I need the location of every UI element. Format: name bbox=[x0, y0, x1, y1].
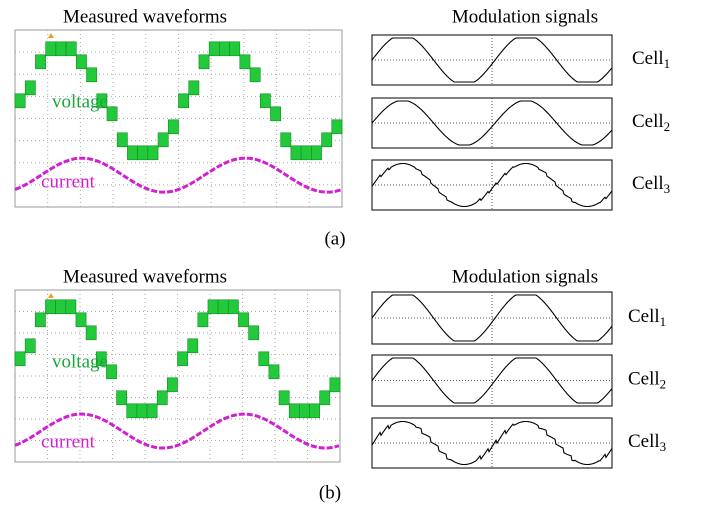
voltage-step bbox=[332, 120, 342, 134]
voltage-step bbox=[35, 55, 45, 69]
signals-title: Modulation signals bbox=[452, 6, 598, 27]
voltage-step bbox=[76, 313, 86, 327]
cell-name: Cell bbox=[632, 173, 664, 194]
voltage-step bbox=[199, 55, 209, 69]
cell-label: Cell1 bbox=[632, 48, 670, 71]
cell-label: Cell3 bbox=[632, 173, 670, 196]
cell-name: Cell bbox=[628, 306, 660, 327]
voltage-step bbox=[240, 55, 250, 69]
voltage-step bbox=[76, 55, 86, 69]
voltage-step bbox=[127, 404, 137, 418]
voltage-step bbox=[178, 352, 188, 366]
scope-title: Measured waveforms bbox=[63, 6, 227, 27]
cell-label: Cell2 bbox=[628, 369, 666, 392]
voltage-step bbox=[15, 352, 25, 366]
voltage-label: voltage bbox=[52, 91, 108, 112]
voltage-step bbox=[189, 81, 199, 95]
voltage-step bbox=[56, 300, 66, 314]
cell-index: 2 bbox=[660, 376, 667, 391]
voltage-step bbox=[15, 94, 25, 108]
voltage-step bbox=[270, 107, 280, 121]
voltage-step bbox=[147, 404, 157, 418]
voltage-step bbox=[259, 352, 269, 366]
voltage-step bbox=[117, 391, 127, 405]
voltage-step bbox=[167, 378, 177, 392]
caption: (b) bbox=[319, 482, 341, 503]
voltage-step bbox=[179, 94, 189, 108]
voltage-step bbox=[137, 404, 147, 418]
voltage-step bbox=[250, 68, 260, 82]
voltage-step bbox=[66, 300, 76, 314]
cell-name: Cell bbox=[628, 431, 660, 452]
voltage-step bbox=[56, 42, 66, 56]
voltage-step bbox=[46, 42, 56, 56]
voltage-step bbox=[228, 300, 238, 314]
cell-label: Cell1 bbox=[628, 306, 666, 329]
voltage-step bbox=[86, 326, 96, 340]
voltage-step bbox=[301, 146, 311, 160]
voltage-step bbox=[322, 133, 332, 147]
voltage-step bbox=[168, 120, 178, 134]
signals-title: Modulation signals bbox=[452, 266, 598, 287]
caption: (a) bbox=[324, 228, 345, 249]
voltage-step bbox=[311, 146, 321, 160]
cell-index: 1 bbox=[664, 56, 671, 71]
cell-label: Cell2 bbox=[632, 111, 670, 134]
cell-name: Cell bbox=[632, 111, 664, 132]
cell-name: Cell bbox=[628, 369, 660, 390]
voltage-label: voltage bbox=[52, 351, 108, 372]
voltage-step bbox=[35, 313, 45, 327]
voltage-step bbox=[87, 68, 97, 82]
cell-index: 2 bbox=[664, 119, 671, 134]
voltage-step bbox=[269, 365, 279, 379]
voltage-step bbox=[66, 42, 76, 56]
cell-index: 3 bbox=[664, 181, 671, 196]
voltage-step bbox=[249, 326, 259, 340]
voltage-step bbox=[117, 133, 127, 147]
cell-index: 3 bbox=[660, 439, 667, 454]
voltage-step bbox=[107, 107, 117, 121]
voltage-step bbox=[138, 146, 148, 160]
voltage-step bbox=[260, 94, 270, 108]
voltage-step bbox=[219, 42, 229, 56]
voltage-step bbox=[25, 81, 35, 95]
voltage-step bbox=[279, 391, 289, 405]
voltage-step bbox=[320, 391, 330, 405]
voltage-step bbox=[289, 404, 299, 418]
voltage-step bbox=[198, 313, 208, 327]
voltage-step bbox=[209, 42, 219, 56]
voltage-step bbox=[218, 300, 228, 314]
voltage-step bbox=[157, 391, 167, 405]
voltage-step bbox=[299, 404, 309, 418]
scope-title: Measured waveforms bbox=[63, 266, 227, 287]
voltage-step bbox=[208, 300, 218, 314]
voltage-step bbox=[281, 133, 291, 147]
voltage-step bbox=[158, 133, 168, 147]
voltage-step bbox=[230, 42, 240, 56]
cell-index: 1 bbox=[660, 314, 667, 329]
voltage-step bbox=[25, 339, 35, 353]
voltage-step bbox=[310, 404, 320, 418]
voltage-step bbox=[238, 313, 248, 327]
voltage-step bbox=[127, 146, 137, 160]
voltage-step bbox=[148, 146, 158, 160]
voltage-step bbox=[45, 300, 55, 314]
cell-label: Cell3 bbox=[628, 431, 666, 454]
current-label: current bbox=[41, 431, 96, 452]
figure: Measured waveforms Modulation signals volt… bbox=[0, 0, 705, 510]
voltage-step bbox=[291, 146, 301, 160]
voltage-step bbox=[330, 378, 340, 392]
cell-name: Cell bbox=[632, 48, 664, 69]
current-label: current bbox=[41, 171, 96, 192]
voltage-step bbox=[188, 339, 198, 353]
